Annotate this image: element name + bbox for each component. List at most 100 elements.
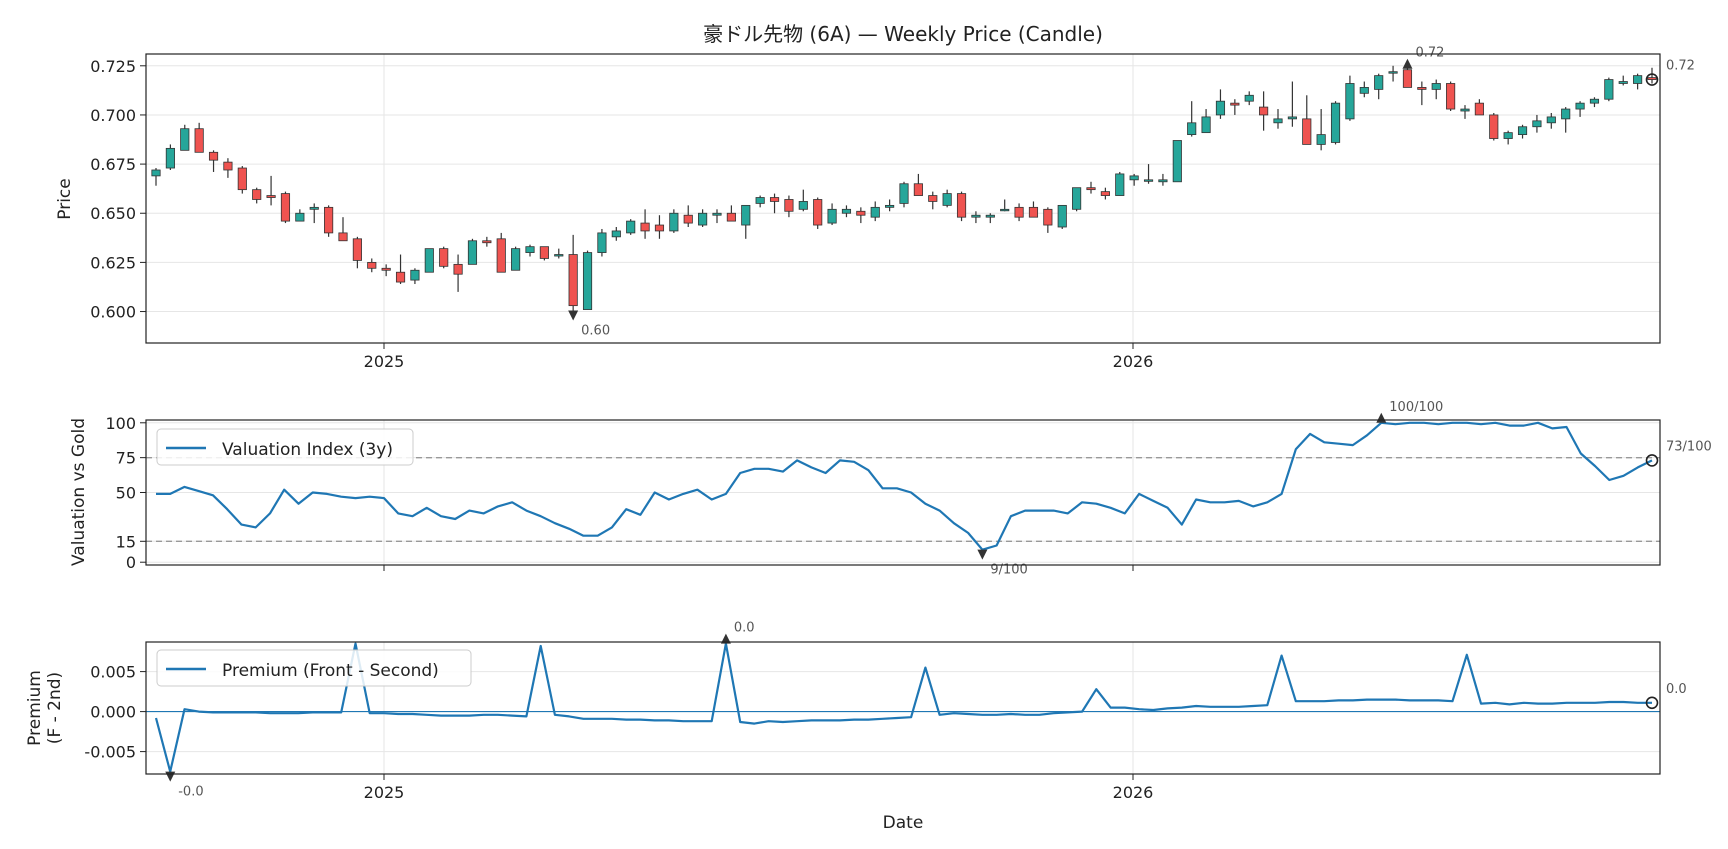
candle-body [726, 212, 736, 222]
candle-body [1187, 122, 1197, 136]
candle-body [1460, 108, 1470, 112]
y-tick-label: 0.650 [90, 204, 136, 223]
series-line [154, 642, 1652, 773]
candle-body [1489, 114, 1499, 139]
candle-body [870, 206, 880, 218]
candle-body [1474, 102, 1484, 116]
candle-body [985, 214, 995, 218]
chart-title: 豪ドル先物 (6A) — Weekly Price (Candle) [703, 22, 1103, 46]
candle-body [467, 240, 478, 265]
valuation-ref-lines [146, 456, 1660, 542]
max-marker [720, 633, 731, 644]
price-candles [151, 65, 1657, 312]
last-marker [1645, 73, 1659, 86]
candle-body [453, 263, 463, 275]
candle-body [1345, 83, 1355, 120]
y-tick-label: 15 [116, 532, 136, 551]
y-tick-label: 0.005 [90, 663, 136, 682]
candle-body [1273, 118, 1283, 124]
candle-body [1086, 187, 1096, 191]
candle-body [1503, 132, 1513, 139]
premium-x-ticks: 2025 2026 [364, 774, 1154, 802]
candle-body [1014, 206, 1024, 218]
premium-y-ticks: -0.005 0.000 0.005 [84, 663, 146, 762]
candle-body [1201, 116, 1211, 134]
candle-body [554, 254, 564, 257]
candle-body [338, 232, 348, 242]
candle-body [1517, 126, 1528, 136]
premium-legend: Premium (Front - Second) [156, 649, 472, 687]
candle-body [1417, 87, 1427, 90]
candle-body [1230, 102, 1240, 106]
candle-body [381, 267, 391, 271]
premium-y-label-line1: Premium [25, 670, 45, 746]
candle-body [698, 212, 708, 226]
candle-body [1100, 191, 1110, 196]
candle-body [1330, 102, 1341, 143]
candle-body [1446, 83, 1456, 110]
y-tick-label: 0.675 [90, 155, 136, 174]
premium-legend-label: Premium (Front - Second) [222, 661, 439, 681]
y-tick-label: 0.625 [90, 253, 136, 272]
candle-body [1618, 81, 1628, 84]
candle-body [798, 201, 808, 210]
y-tick-label: 0 [126, 553, 136, 572]
candle-body [597, 232, 607, 253]
candle-body [1287, 116, 1297, 120]
candle-body [237, 167, 247, 191]
candle-body [511, 248, 521, 271]
candle-body [971, 214, 981, 218]
valuation-annotations: 100/100 9/100 73/100 [977, 400, 1712, 578]
valuation-legend: Valuation Index (3y) [156, 428, 414, 466]
candle-body [1215, 100, 1226, 116]
valuation-x-ticks [383, 565, 1134, 571]
candle-body [669, 212, 679, 232]
candle-body [194, 128, 204, 153]
candle-body [1028, 206, 1039, 218]
candle-body [913, 183, 923, 196]
candle-body [813, 199, 823, 226]
candle-body [482, 240, 492, 244]
x-tick-label: 2026 [1113, 352, 1154, 371]
candle-body [942, 193, 952, 206]
candle-body [309, 206, 319, 210]
candle-body [1072, 187, 1082, 210]
last-label: 0.0 [1666, 682, 1687, 697]
candle-body [165, 147, 175, 169]
candle-body [1259, 106, 1269, 116]
y-tick-label: 50 [116, 484, 136, 503]
premium-line [154, 642, 1652, 773]
candle-body [899, 183, 909, 204]
candle-body [611, 230, 621, 238]
candle-body [1316, 134, 1326, 145]
candle-body [280, 193, 291, 222]
last-label: 0.72 [1666, 59, 1695, 74]
candle-body [827, 208, 837, 224]
price-grid [146, 54, 1660, 343]
candle-body [1532, 120, 1542, 128]
candle-body [1575, 102, 1585, 110]
candle-body [424, 248, 434, 273]
candle-body [755, 197, 765, 204]
premium-y-label-line2: (F - 2nd) [45, 672, 65, 744]
candle-body [1561, 108, 1571, 120]
premium-frame [145, 641, 1661, 775]
x-tick-label: 2026 [1113, 783, 1154, 802]
candle-body [1374, 75, 1384, 90]
candle-body [1143, 179, 1154, 182]
candle-body [1431, 83, 1441, 90]
y-tick-label: 0.000 [90, 703, 136, 722]
candle-body [856, 210, 866, 216]
candle-body [208, 151, 219, 161]
valuation-panel: 100/100 9/100 73/100 0 15 50 75 100 Valuation … [69, 400, 1712, 578]
candle-body [841, 208, 852, 214]
candle-body [1172, 140, 1182, 183]
candle-body [1647, 77, 1657, 80]
premium-legend-box [156, 649, 472, 687]
x-tick-label: 2025 [364, 352, 405, 371]
y-tick-label: -0.005 [84, 743, 136, 762]
valuation-y-label: Valuation vs Gold [69, 418, 89, 566]
last-label: 73/100 [1666, 439, 1712, 454]
candle-body [1604, 79, 1614, 100]
candle-body [1359, 87, 1369, 94]
